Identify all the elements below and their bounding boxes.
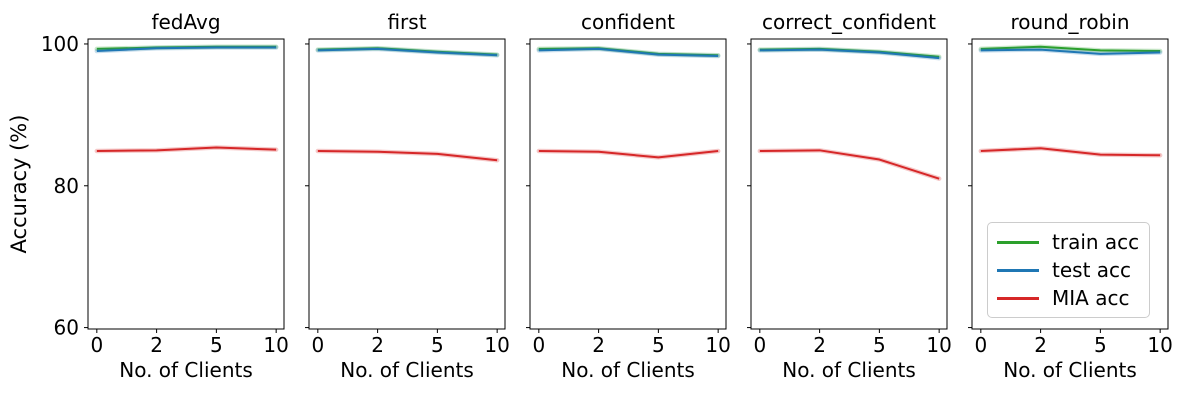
series-line-MIA-acc bbox=[759, 149, 940, 180]
subplot-title: round_robin bbox=[1010, 10, 1129, 34]
mia-acc-line-sample bbox=[997, 296, 1039, 300]
x-tick-label: 10 bbox=[705, 333, 730, 357]
x-tick-label: 5 bbox=[873, 333, 886, 357]
x-tick-label: 10 bbox=[926, 333, 951, 357]
series-line-test-acc bbox=[96, 46, 277, 53]
series-line-test-acc bbox=[317, 47, 498, 57]
series-line-MIA-acc bbox=[538, 150, 719, 159]
x-tick-label: 0 bbox=[532, 333, 545, 357]
subplot-title: fedAvg bbox=[151, 10, 220, 34]
train-acc-line-sample bbox=[997, 240, 1039, 244]
plot-spines bbox=[308, 38, 506, 330]
series-line-train-acc bbox=[980, 45, 1161, 53]
x-tick-label: 5 bbox=[1094, 333, 1107, 357]
x-tick-label: 2 bbox=[592, 333, 605, 357]
x-tick-label: 2 bbox=[371, 333, 384, 357]
legend-label: train acc bbox=[1052, 230, 1140, 254]
x-axis-label: No. of Clients bbox=[1003, 358, 1137, 382]
legend-entry-mia: MIA acc bbox=[997, 286, 1140, 310]
x-tick-label: 5 bbox=[210, 333, 223, 357]
x-axis-label: No. of Clients bbox=[782, 358, 916, 382]
legend-entry-test: test acc bbox=[997, 258, 1140, 282]
x-tick-label: 0 bbox=[311, 333, 324, 357]
x-tick-label: 0 bbox=[974, 333, 987, 357]
x-tick-label: 2 bbox=[1034, 333, 1047, 357]
x-tick-label: 2 bbox=[150, 333, 163, 357]
subplot-title: confident bbox=[581, 10, 675, 34]
series-line-test-acc bbox=[538, 47, 719, 58]
y-tick-label: 100 bbox=[41, 32, 79, 56]
legend-label: MIA acc bbox=[1052, 286, 1130, 310]
subplot-title: correct_confident bbox=[762, 10, 936, 34]
legend-label: test acc bbox=[1052, 258, 1132, 282]
subplot-title: first bbox=[387, 10, 426, 34]
series-line-MIA-acc bbox=[96, 146, 277, 153]
plot-spines bbox=[87, 38, 285, 330]
plot-spines bbox=[971, 38, 1169, 330]
x-axis-label: No. of Clients bbox=[340, 358, 474, 382]
series-line-test-acc bbox=[980, 48, 1161, 55]
test-acc-line-sample bbox=[997, 268, 1039, 272]
x-tick-label: 0 bbox=[753, 333, 766, 357]
x-tick-label: 2 bbox=[813, 333, 826, 357]
x-tick-label: 5 bbox=[652, 333, 665, 357]
x-tick-label: 0 bbox=[90, 333, 103, 357]
x-tick-label: 5 bbox=[431, 333, 444, 357]
x-tick-label: 10 bbox=[263, 333, 288, 357]
legend: train acc test acc MIA acc bbox=[987, 222, 1150, 318]
x-tick-label: 10 bbox=[1147, 333, 1172, 357]
x-axis-label: No. of Clients bbox=[561, 358, 695, 382]
y-tick-label: 80 bbox=[54, 174, 79, 198]
x-tick-label: 10 bbox=[484, 333, 509, 357]
series-line-MIA-acc bbox=[980, 147, 1161, 157]
series-line-MIA-acc bbox=[317, 150, 498, 162]
series-line-test-acc bbox=[759, 48, 940, 60]
y-tick-label: 60 bbox=[54, 316, 79, 340]
x-axis-label: No. of Clients bbox=[119, 358, 253, 382]
legend-entry-train: train acc bbox=[997, 230, 1140, 254]
plot-spines bbox=[750, 38, 948, 330]
plot-spines bbox=[529, 38, 727, 330]
